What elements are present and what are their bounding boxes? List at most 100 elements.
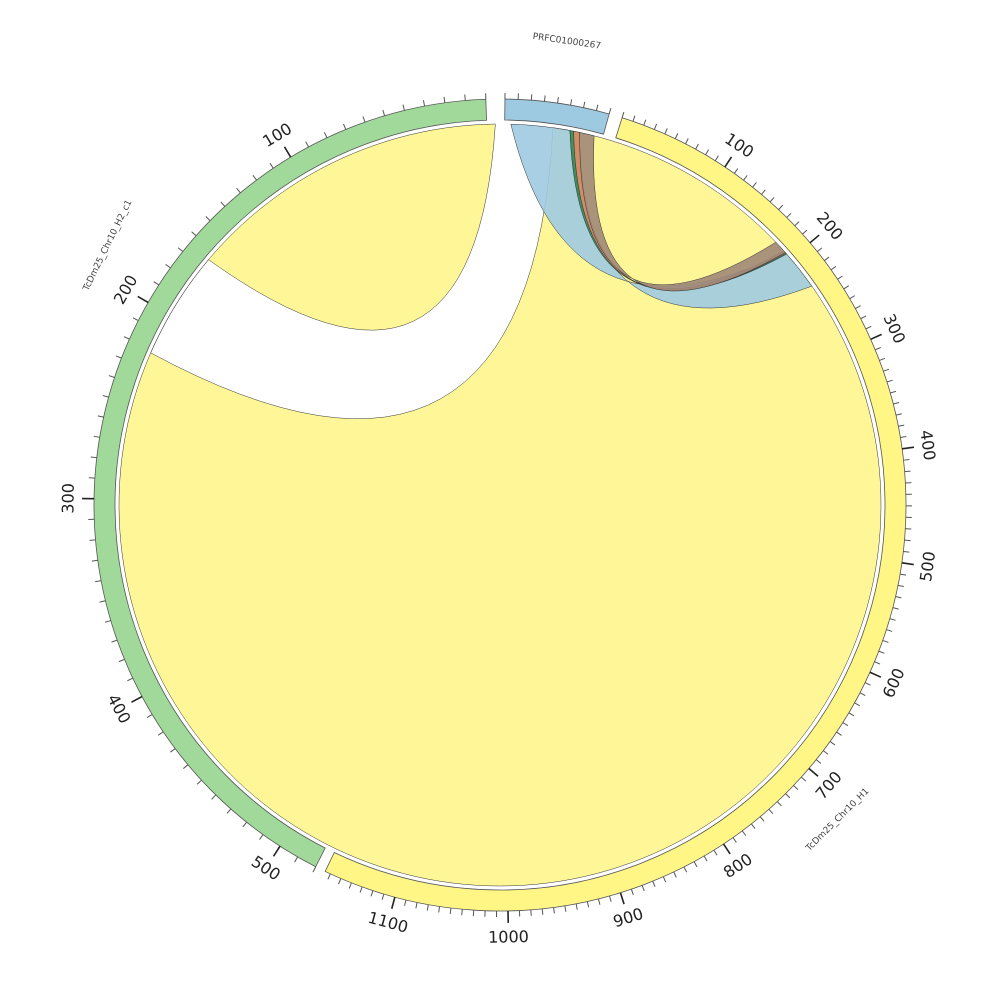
minor-tick [94,436,100,437]
minor-tick [696,144,699,149]
tick-label: 400 [916,429,939,462]
minor-tick [571,99,572,105]
major-tick [138,296,148,302]
minor-tick [371,891,373,897]
minor-tick [674,872,677,877]
minor-tick [363,116,365,122]
minor-tick [665,128,667,133]
minor-tick [831,266,836,269]
minor-tick [684,867,687,872]
major-tick [902,447,914,449]
minor-tick [178,248,183,252]
link-ribbon-yellow [119,124,881,886]
minor-tick [116,356,122,358]
minor-tick [147,714,152,717]
minor-tick [360,887,362,893]
minor-tick [890,391,896,393]
minor-tick [887,380,893,382]
major-tick [902,563,914,565]
minor-tick [105,621,111,623]
minor-tick [849,713,854,716]
minor-tick [879,358,885,360]
minor-tick [903,551,909,552]
minor-tick [893,608,899,610]
minor-tick [734,169,737,174]
minor-tick [183,765,188,769]
tick-label: 200 [813,208,847,244]
minor-tick [111,640,117,642]
minor-tick [423,100,424,106]
minor-tick [584,102,585,108]
minor-tick [270,163,273,168]
minor-tick [850,296,855,299]
minor-tick [787,213,791,217]
minor-tick [92,560,98,561]
minor-tick [109,376,115,378]
minor-tick [855,306,860,309]
minor-tick [95,581,101,582]
minor-tick [324,132,327,137]
tick-label: 700 [812,768,846,804]
minor-tick [212,795,216,799]
minor-tick [166,264,171,268]
minor-tick [777,802,781,806]
minor-tick [338,879,340,885]
minor-tick [170,749,175,753]
minor-tick [405,900,406,906]
major-tick [620,893,624,904]
minor-tick [221,202,225,206]
tick-label: 1100 [366,908,410,937]
minor-tick [816,760,821,764]
minor-tick [328,874,331,879]
tick-label: 600 [879,665,909,701]
minor-tick [158,732,163,735]
minor-tick [100,601,106,602]
minor-tick [133,318,138,321]
minor-tick [295,857,298,862]
tick-label: 1000 [488,927,529,947]
minor-tick [90,540,96,541]
minor-tick [192,232,196,236]
links-layer [119,124,881,886]
minor-tick [744,175,748,180]
minor-tick [444,97,445,103]
minor-tick [900,574,906,575]
major-tick [724,844,731,854]
minor-tick [427,905,428,911]
minor-tick [794,785,798,789]
minor-tick [98,416,104,417]
minor-tick [439,906,440,912]
minor-tick [610,896,612,902]
minor-tick [855,703,860,706]
minor-tick [751,824,755,829]
minor-tick [893,403,899,404]
tick-label: 100 [721,129,757,162]
minor-tick [383,110,385,116]
minor-tick [742,831,746,836]
minor-tick [685,139,688,144]
minor-tick [653,881,655,887]
minor-tick [124,337,129,339]
tick-label: 200 [110,272,142,308]
minor-tick [663,877,665,882]
minor-tick [795,222,799,226]
minor-tick [343,124,345,130]
minor-tick [801,777,805,781]
minor-tick [313,867,316,872]
minor-tick [769,809,773,813]
minor-tick [576,904,577,910]
tick-label: 100 [259,119,295,151]
minor-tick [875,662,881,664]
minor-tick [875,348,881,350]
minor-tick [896,414,902,415]
minor-tick [886,630,892,632]
tick-label: 400 [104,691,135,727]
minor-tick [403,105,404,111]
tick-label: 300 [58,483,77,514]
minor-tick [542,909,543,915]
minor-tick [154,282,159,285]
major-tick [871,334,882,339]
minor-tick [565,906,566,912]
minor-tick [237,188,241,193]
